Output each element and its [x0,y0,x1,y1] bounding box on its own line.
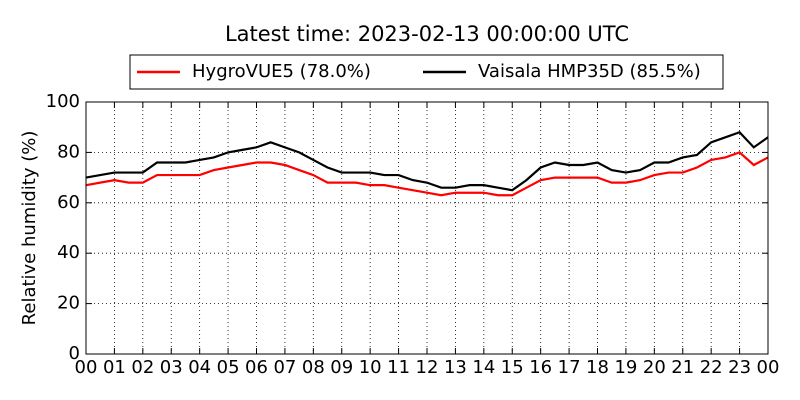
x-tick-label: 17 [558,357,581,378]
legend-label: HygroVUE5 (78.0%) [192,61,371,82]
x-tick-label: 20 [643,357,666,378]
x-tick-label: 14 [472,357,495,378]
series-line [85,130,769,192]
y-tick-label: 40 [57,242,80,263]
x-tick-label: 12 [416,357,439,378]
x-tick-label: 21 [671,357,694,378]
x-tick-label: 07 [273,357,296,378]
x-tick-label: 16 [529,357,552,378]
x-tick-label: 09 [330,357,353,378]
x-tick-label: 04 [188,357,211,378]
x-tick-label: 03 [160,357,183,378]
y-tick-label: 0 [69,343,80,364]
chart-title: Latest time: 2023-02-13 00:00:00 UTC [225,22,629,46]
x-tick-label: 08 [302,357,325,378]
x-tick-label: 06 [245,357,268,378]
y-axis-label: Relative humidity (%) [19,131,40,326]
y-tick-label: 80 [57,141,80,162]
y-tick-label: 60 [57,192,80,213]
x-tick-label: 15 [501,357,524,378]
y-tick-label: 100 [46,91,80,112]
x-tick-label: 10 [359,357,382,378]
series-line [85,151,769,197]
x-tick-label: 00 [75,357,98,378]
x-tick-label: 19 [614,357,637,378]
x-tick-label: 05 [217,357,240,378]
x-tick-label: 02 [131,357,154,378]
x-tick-label: 22 [700,357,723,378]
plot-frame [85,101,769,355]
x-tick-label: 01 [103,357,126,378]
legend-label: Vaisala HMP35D (85.5%) [478,61,701,82]
x-tick-label: 18 [586,357,609,378]
x-tick-label: 23 [728,357,751,378]
x-tick-label: 11 [387,357,410,378]
y-tick-label: 20 [57,293,80,314]
x-tick-label: 13 [444,357,467,378]
x-tick-label: 00 [757,357,780,378]
